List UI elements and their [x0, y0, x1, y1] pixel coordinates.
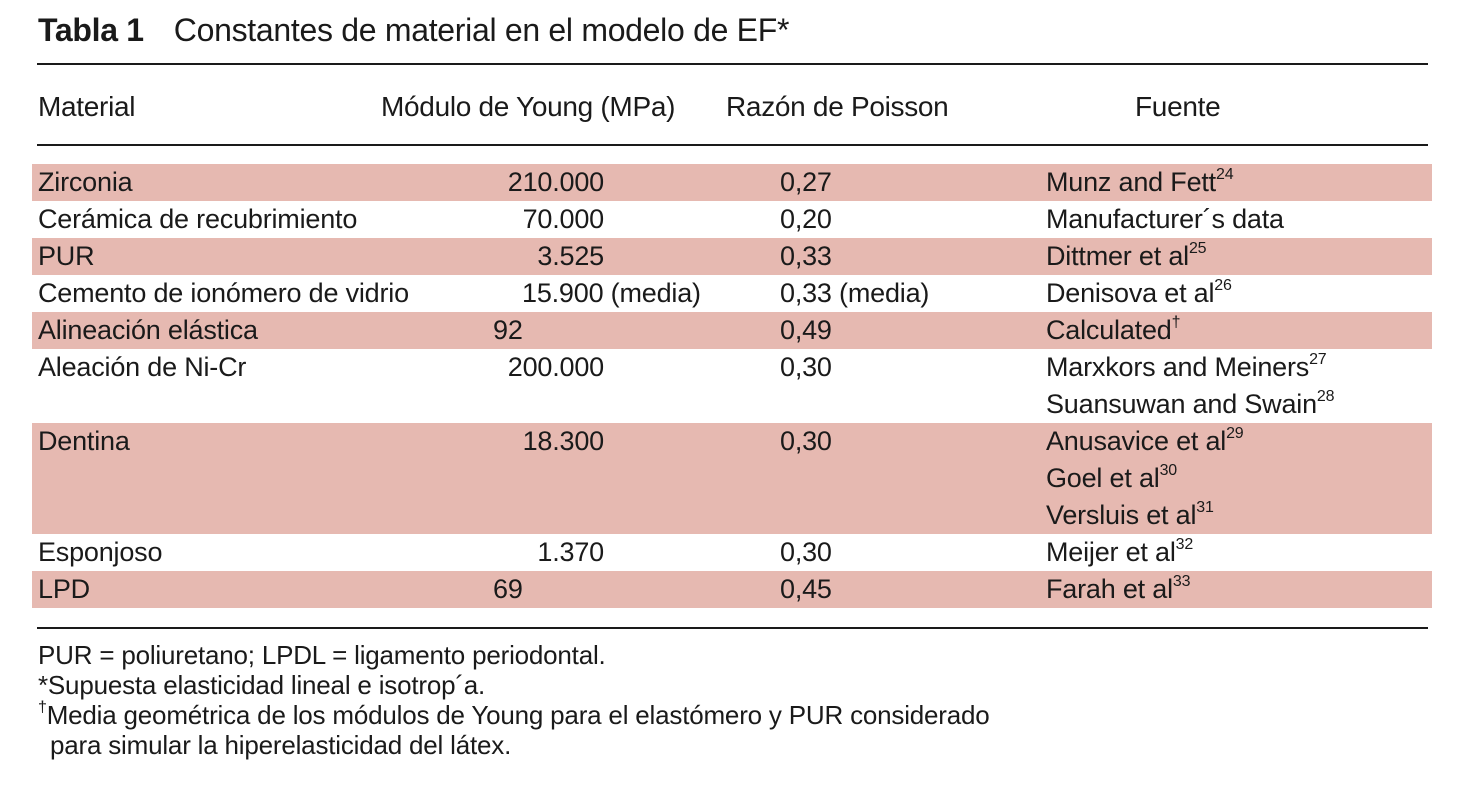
- cell-poisson-ratio: 0,27: [780, 167, 832, 197]
- cell-poisson-ratio: 0,33 (media): [780, 278, 930, 308]
- top-rule: [37, 63, 1428, 65]
- source-text: Dittmer et al: [1046, 241, 1189, 271]
- cell-poisson-ratio: 0,49: [780, 315, 832, 345]
- source-reference: Munz and Fett24: [1046, 164, 1234, 201]
- cell-poisson-ratio: 0,30: [780, 537, 832, 567]
- table-row: Dentina 18.300 0,30 Anusavice et al29 Goel e…: [32, 423, 1432, 534]
- cell-source: Dittmer et al25: [1046, 238, 1207, 275]
- source-citation-number: 26: [1214, 277, 1232, 294]
- source-reference: Calculated†: [1046, 312, 1180, 349]
- cell-poisson-ratio: 0,30: [780, 426, 832, 456]
- cell-poisson-ratio: 0,20: [780, 204, 832, 234]
- source-reference: Manufacturer´s data: [1046, 201, 1284, 238]
- cell-source: Meijer et al32: [1046, 534, 1193, 571]
- source-reference: Dittmer et al25: [1046, 238, 1207, 275]
- note-abbreviations: PUR = poliuretano; LPDL = ligamento peri…: [38, 640, 606, 670]
- header-young: Módulo de Young (MPa): [381, 91, 676, 122]
- source-citation-number: 33: [1172, 573, 1191, 590]
- source-text: Farah et al: [1046, 574, 1173, 604]
- source-text: Goel et al: [1046, 463, 1160, 493]
- table-header: Material Módulo de Young (MPa) Razón de …: [0, 84, 1462, 130]
- cell-young-modulus: 1.370: [537, 537, 604, 567]
- source-text: Denisova et al: [1046, 278, 1215, 308]
- cell-young-modulus: 200.000: [507, 352, 604, 382]
- source-citation-number: 25: [1188, 240, 1207, 257]
- source-reference: Denisova et al26: [1046, 275, 1232, 312]
- cell-material: LPD: [38, 574, 90, 604]
- cell-source: Calculated†: [1046, 312, 1180, 349]
- cell-material: Aleación de Ni-Cr: [38, 352, 247, 382]
- table-row: Zirconia 210.000 0,27 Munz and Fett24: [32, 164, 1432, 201]
- header-source: Fuente: [1135, 91, 1221, 122]
- table-row: Alineación elástica 92 0,49 Calculated†: [32, 312, 1432, 349]
- cell-poisson-ratio: 0,45: [780, 574, 832, 604]
- dagger-mark: †: [38, 699, 47, 717]
- cell-young-modulus: 210.000: [507, 167, 604, 197]
- source-text: Suansuwan and Swain: [1046, 389, 1317, 419]
- cell-material: Zirconia: [38, 167, 133, 197]
- note-dagger-line2: para simular la hiperelasticidad del lát…: [50, 730, 512, 760]
- source-reference: Anusavice et al29: [1046, 423, 1244, 460]
- cell-poisson-ratio: 0,33: [780, 241, 832, 271]
- source-citation-number: 30: [1159, 462, 1178, 479]
- cell-material: Dentina: [38, 426, 130, 456]
- cell-source: Farah et al33: [1046, 571, 1190, 608]
- source-reference: Versluis et al31: [1046, 497, 1244, 534]
- source-citation-number: 29: [1226, 425, 1244, 442]
- cell-poisson-ratio: 0,30: [780, 352, 832, 382]
- bottom-rule: [37, 627, 1428, 629]
- cell-source: Munz and Fett24: [1046, 164, 1234, 201]
- source-citation-number: 27: [1309, 351, 1327, 368]
- table-row: LPD 69 0,45 Farah et al33: [32, 571, 1432, 608]
- table-row: Aleación de Ni-Cr 200.000 0,30 Marxkors and…: [32, 349, 1432, 423]
- note-dagger: †Media geométrica de los módulos de Youn…: [38, 700, 990, 730]
- table-number: Tabla 1: [38, 12, 144, 48]
- source-text: Versluis et al: [1046, 500, 1197, 530]
- cell-young-modulus: 70.000: [522, 204, 605, 234]
- source-text: Marxkors and Meiners: [1046, 352, 1310, 382]
- cell-material: Cerámica de recubrimiento: [38, 204, 358, 234]
- source-citation-number: 32: [1175, 536, 1194, 553]
- source-citation-number: 31: [1196, 499, 1214, 516]
- note-asterisk: *Supuesta elasticidad lineal e isotrop´a…: [38, 670, 486, 700]
- source-reference: Suansuwan and Swain28: [1046, 386, 1335, 423]
- source-text: Manufacturer´s data: [1046, 204, 1284, 234]
- cell-material: Alineación elástica: [38, 315, 258, 345]
- cell-material: PUR: [38, 241, 95, 271]
- source-citation-number: †: [1171, 314, 1181, 331]
- cell-source: Marxkors and Meiners27 Suansuwan and Swai…: [1046, 349, 1335, 423]
- table-notes: PUR = poliuretano; LPDL = ligamento peri…: [38, 640, 990, 760]
- source-citation-number: 28: [1316, 388, 1335, 405]
- source-reference: Meijer et al32: [1046, 534, 1193, 571]
- cell-source: Denisova et al26: [1046, 275, 1232, 312]
- cell-source: Anusavice et al29 Goel et al30 Versluis et…: [1046, 423, 1244, 534]
- table-row: Cemento de ionómero de vidrio 15.900 (med…: [32, 275, 1432, 312]
- table-row: PUR 3.525 0,33 Dittmer et al25: [32, 238, 1432, 275]
- header-rule: [37, 144, 1428, 146]
- cell-source: Manufacturer´s data: [1046, 201, 1284, 238]
- cell-young-modulus: 18.300: [522, 426, 605, 456]
- source-text: Anusavice et al: [1046, 426, 1227, 456]
- header-poisson: Razón de Poisson: [726, 91, 949, 122]
- cell-young-modulus: 3.525: [537, 241, 604, 271]
- source-text: Calculated: [1046, 315, 1172, 345]
- table-title: Tabla 1 Constantes de material en el mode…: [38, 8, 789, 52]
- source-citation-number: 24: [1216, 166, 1234, 183]
- table-row: Esponjoso 1.370 0,30 Meijer et al32: [32, 534, 1432, 571]
- cell-material: Cemento de ionómero de vidrio: [38, 278, 409, 308]
- source-reference: Marxkors and Meiners27: [1046, 349, 1334, 386]
- header-material: Material: [38, 91, 136, 122]
- cell-young-modulus: 15.900 (media): [522, 278, 701, 308]
- cell-material: Esponjoso: [38, 537, 163, 567]
- note-dagger-line1: Media geométrica de los módulos de Young…: [46, 700, 990, 730]
- source-text: Munz and Fett: [1046, 167, 1216, 197]
- cell-young-modulus: 69: [493, 574, 523, 604]
- source-text: Meijer et al: [1046, 537, 1176, 567]
- cell-young-modulus: 92: [493, 315, 523, 345]
- table-caption: Constantes de material en el modelo de E…: [173, 12, 790, 48]
- table-row: Cerámica de recubrimiento 70.000 0,20 Manuf…: [32, 201, 1432, 238]
- source-reference: Goel et al30: [1046, 460, 1244, 497]
- source-reference: Farah et al33: [1046, 571, 1190, 608]
